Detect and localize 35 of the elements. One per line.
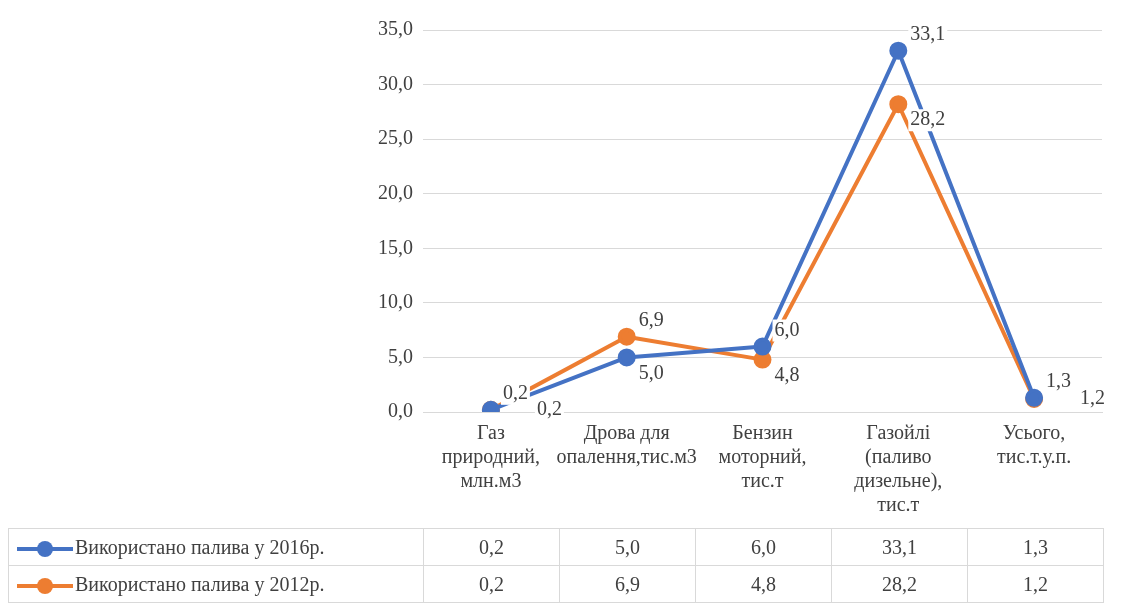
text: 28,2 [910,107,946,130]
data-label: 33,1 [831,528,968,566]
legend-label: Використано палива у 2012р. [75,572,325,595]
y-tick-label: 15,0 [378,235,413,258]
data-label: 5,0 [559,528,696,566]
data-label: 1,2 [967,565,1104,603]
data-label: 6,9 [559,565,696,603]
y-tick-label: 10,0 [378,290,413,313]
y-tick-label: 30,0 [378,71,413,94]
text: 6,0 [774,317,800,340]
data-label: 0,2 [423,528,560,566]
y-tick-label: 0,0 [388,399,413,422]
text: 0,2 [502,381,528,404]
x-tick-label: Усього, тис.т.у.п. [996,421,1072,469]
text: 1,3 [1046,369,1072,392]
text: 1,2 [1080,386,1106,409]
y-tick-label: 35,0 [378,17,413,40]
text: 4,8 [774,362,800,385]
x-tick-label: Бензин моторний, тис.т [718,421,807,492]
y-tick-label: 25,0 [378,126,413,149]
data-label: 0,2 [423,565,560,603]
text: 0,2 [536,397,562,420]
x-tick-label: Газ природний, млн.м3 [441,421,540,492]
text: 5,0 [638,360,664,383]
data-label: 28,2 [831,565,968,603]
data-label: 4,8 [695,565,832,603]
x-tick-label: Дрова для опалення,тис.м3 [556,421,697,468]
y-tick-label: 20,0 [378,180,413,203]
legend-label: Використано палива у 2016р. [75,535,325,558]
data-label: 6,0 [695,528,832,566]
data-label: 1,3 [967,528,1104,566]
y-tick-label: 5,0 [388,344,413,367]
text: 33,1 [910,21,946,44]
x-tick-label: Газойлі (паливо дизельне), тис.т [854,421,943,516]
text: 6,9 [638,307,664,330]
